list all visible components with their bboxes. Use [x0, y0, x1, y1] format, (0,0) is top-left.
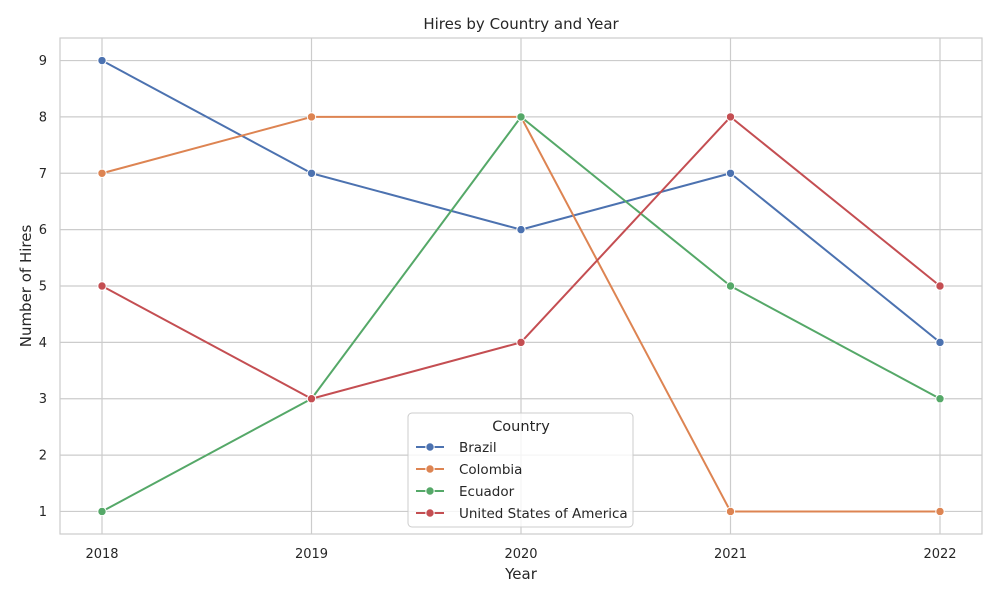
- legend: Country Brazil Colombia Ecuador United Stat…: [407, 412, 634, 528]
- data-point-brazil: [935, 337, 945, 348]
- x-tick-labels: 2018 2019 2020 2021 2022: [85, 547, 956, 562]
- y-tick-label: 5: [39, 280, 47, 295]
- legend-box: [407, 412, 634, 528]
- y-tick-label: 8: [39, 110, 47, 125]
- x-tick-label: 2022: [923, 547, 956, 562]
- data-point-colombia: [725, 506, 736, 517]
- legend-item-ecuador: Ecuador: [416, 484, 515, 500]
- legend-swatch-marker: [425, 486, 435, 496]
- y-tick-label: 4: [39, 336, 47, 351]
- data-point-united-states-of-america: [306, 394, 317, 404]
- data-point-ecuador: [516, 112, 526, 122]
- y-tick-label: 6: [39, 223, 47, 238]
- y-tick-label: 7: [39, 167, 47, 182]
- chart-title: Hires by Country and Year: [423, 15, 619, 33]
- legend-title: Country: [492, 419, 550, 435]
- data-point-colombia: [306, 112, 317, 122]
- y-tick-label: 2: [39, 449, 47, 464]
- data-point-brazil: [516, 224, 526, 235]
- y-tick-label: 3: [39, 392, 47, 407]
- data-point-ecuador: [935, 394, 945, 404]
- y-tick-label: 9: [39, 54, 47, 69]
- data-point-ecuador: [725, 281, 736, 291]
- legend-swatch-marker: [425, 508, 435, 518]
- legend-swatch-marker: [425, 442, 435, 452]
- x-tick-label: 2020: [504, 547, 537, 562]
- legend-label: Colombia: [459, 462, 522, 478]
- legend-label: Ecuador: [459, 484, 515, 500]
- y-axis-label: Number of Hires: [17, 225, 35, 348]
- legend-item-united-states-of-america: United States of America: [416, 506, 628, 522]
- x-tick-label: 2019: [295, 547, 328, 562]
- data-point-united-states-of-america: [725, 112, 736, 122]
- legend-label: Brazil: [459, 440, 497, 456]
- plot-frame: [59, 37, 983, 535]
- y-tick-labels: 1 2 3 4 5 6 7 8 9: [39, 54, 47, 520]
- legend-item-brazil: Brazil: [416, 440, 497, 456]
- series-united-states-of-america: [97, 112, 945, 404]
- data-point-ecuador: [97, 506, 107, 517]
- data-point-united-states-of-america: [97, 281, 107, 291]
- legend-items: Brazil Colombia Ecuador United States of Am…: [416, 440, 628, 522]
- legend-label: United States of America: [459, 506, 628, 522]
- data-point-brazil: [725, 168, 736, 178]
- x-axis-label: Year: [504, 565, 538, 583]
- data-point-united-states-of-america: [516, 337, 526, 348]
- legend-item-colombia: Colombia: [416, 462, 522, 478]
- legend-swatch-marker: [425, 464, 435, 474]
- data-point-colombia: [935, 506, 945, 517]
- x-tick-label: 2018: [85, 547, 118, 562]
- series-lines: [97, 55, 945, 517]
- data-point-brazil: [306, 168, 317, 178]
- data-point-united-states-of-america: [935, 281, 945, 291]
- data-point-colombia: [97, 168, 107, 178]
- y-tick-label: 1: [39, 505, 47, 520]
- x-tick-label: 2021: [714, 547, 747, 562]
- data-point-brazil: [97, 55, 107, 66]
